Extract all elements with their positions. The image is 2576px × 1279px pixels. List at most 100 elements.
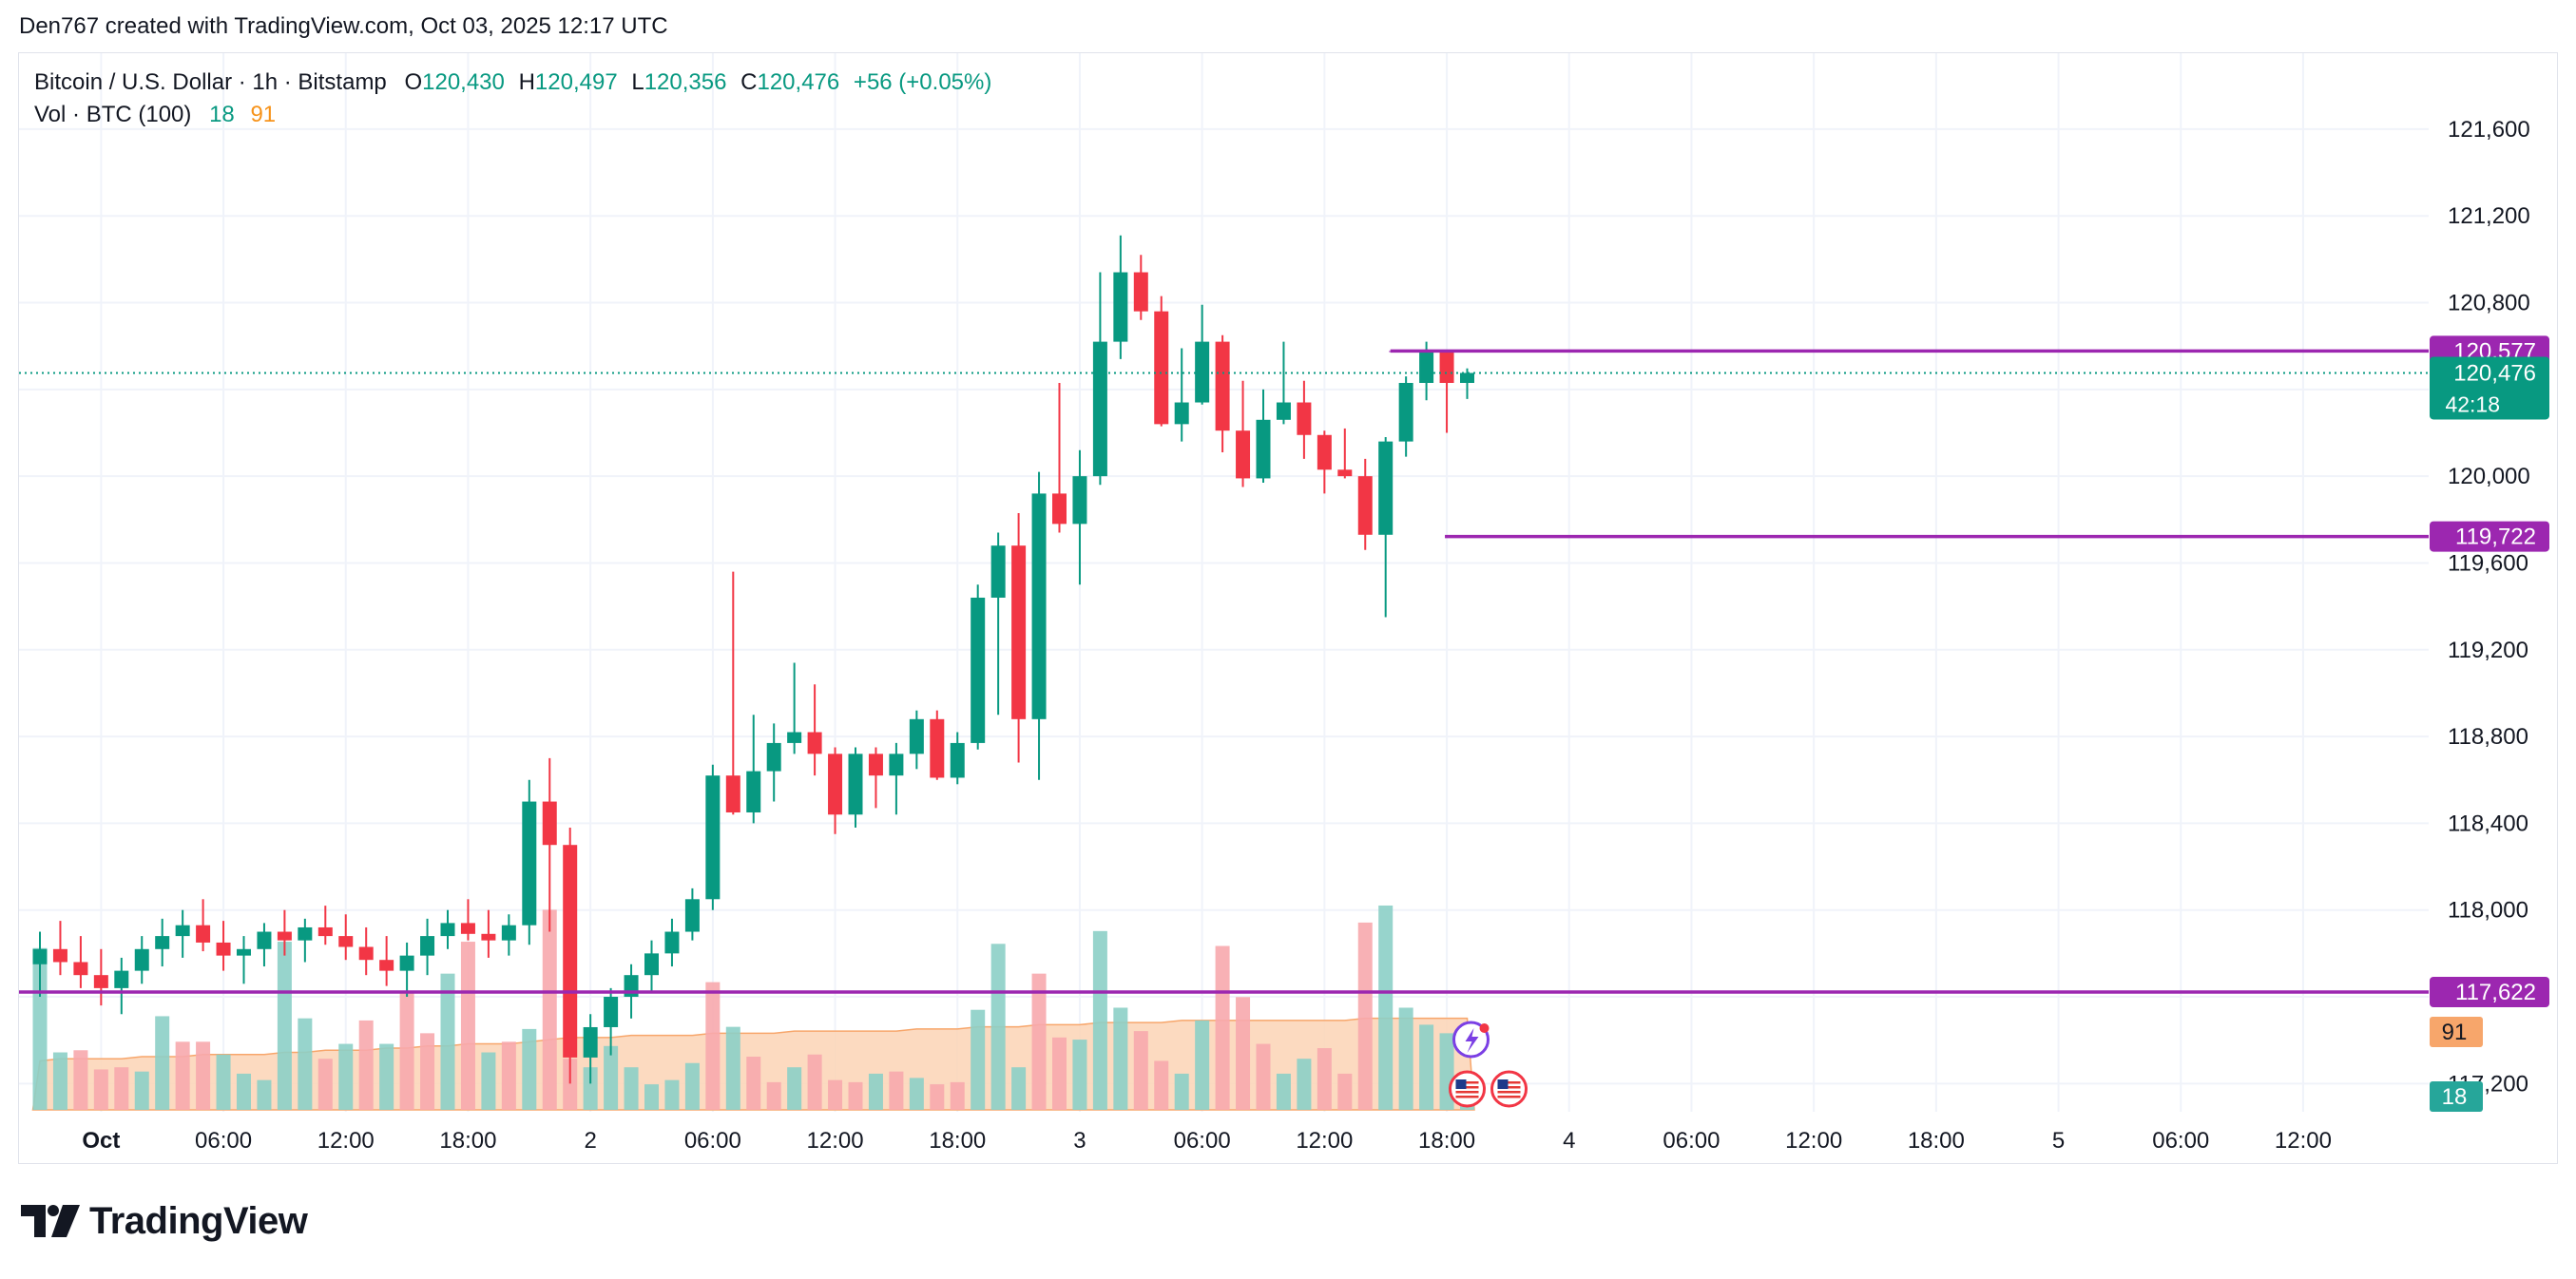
flag-canton bbox=[1455, 1079, 1467, 1089]
volume-badge-text: 18 bbox=[2442, 1084, 2468, 1110]
volume-bar bbox=[379, 1043, 394, 1110]
price-tick-label: 120,800 bbox=[2448, 291, 2530, 316]
candle-body bbox=[1195, 341, 1210, 403]
candle-body bbox=[664, 931, 680, 954]
volume-bar bbox=[604, 1045, 619, 1110]
time-tick-label: 18:00 bbox=[439, 1128, 496, 1154]
volume-bar bbox=[1072, 1040, 1087, 1110]
volume-bar bbox=[705, 982, 721, 1110]
volume-bar bbox=[216, 1054, 231, 1110]
volume-ma-badge-text: 91 bbox=[2442, 1020, 2468, 1045]
candle-body bbox=[237, 948, 251, 956]
volume-bar bbox=[624, 1067, 639, 1110]
candle-body bbox=[1133, 272, 1148, 312]
last-price-badge bbox=[2430, 356, 2549, 420]
volume-bar bbox=[1113, 1007, 1128, 1110]
price-tick-label: 118,000 bbox=[2448, 898, 2528, 924]
volume-bar bbox=[644, 1084, 659, 1110]
candle-body bbox=[583, 1026, 598, 1058]
candle-body bbox=[1031, 493, 1047, 719]
volume-bar bbox=[664, 1079, 680, 1110]
time-tick-label: 5 bbox=[2052, 1128, 2065, 1154]
candle-body bbox=[950, 742, 965, 778]
volume-title[interactable]: Vol · BTC (100) bbox=[34, 102, 192, 127]
candle-body bbox=[501, 925, 516, 941]
tradingview-logo-icon bbox=[21, 1205, 80, 1237]
us-flag-event-icon bbox=[1449, 1070, 1486, 1108]
candle-body bbox=[1276, 402, 1291, 420]
candles bbox=[32, 235, 1474, 1084]
close-label: C bbox=[740, 69, 758, 95]
time-tick-label: 2 bbox=[584, 1128, 596, 1154]
flash-bolt bbox=[1465, 1028, 1479, 1053]
volume-bar bbox=[1133, 1031, 1148, 1110]
volume-bar bbox=[1297, 1059, 1312, 1110]
volume-bar bbox=[583, 1067, 598, 1110]
candle-body bbox=[1215, 341, 1230, 431]
tradingview-wordmark: TradingView bbox=[89, 1199, 308, 1242]
candle-body bbox=[909, 718, 924, 754]
close-value: 120,476 bbox=[757, 69, 840, 95]
time-tick-label: Oct bbox=[82, 1128, 120, 1154]
volume-bar bbox=[1337, 1073, 1353, 1110]
candle-body bbox=[358, 946, 374, 961]
time-axis[interactable]: Oct 06:00 12:00 18:00 2 06:00 12:00 18:00 3 06:00… bbox=[82, 1128, 2332, 1154]
candle-body bbox=[399, 955, 414, 971]
candle-body bbox=[155, 936, 170, 949]
level-price-text: 119,722 bbox=[2455, 525, 2536, 550]
volume-bar bbox=[746, 1057, 761, 1110]
time-tick-label: 06:00 bbox=[1663, 1128, 1720, 1154]
candle-body bbox=[317, 926, 333, 937]
candle-body bbox=[930, 718, 945, 778]
candle-body bbox=[114, 970, 129, 988]
candle-body bbox=[684, 899, 700, 932]
change-value: +56 (+0.05%) bbox=[853, 69, 992, 95]
us-flag-event-icon bbox=[1490, 1070, 1528, 1108]
candle-body bbox=[766, 742, 781, 772]
price-tick-label: 119,200 bbox=[2448, 638, 2528, 663]
volume-bar bbox=[73, 1050, 88, 1110]
candle-body bbox=[1317, 434, 1332, 470]
candle-body bbox=[379, 960, 394, 971]
candle-body bbox=[604, 997, 619, 1027]
chart-pane[interactable]: 121,600121,200120,800120,400120,000119,6… bbox=[18, 52, 2558, 1164]
volume-bar bbox=[52, 1052, 67, 1110]
symbol-title[interactable]: Bitcoin / U.S. Dollar · 1h · Bitstamp bbox=[34, 69, 387, 95]
price-axis[interactable]: 121,600121,200120,800120,400120,000119,6… bbox=[2448, 117, 2530, 1097]
horizontal-levels[interactable] bbox=[19, 349, 2429, 994]
volume-bar bbox=[930, 1084, 945, 1110]
volume-bar bbox=[828, 1079, 843, 1110]
volume-bar bbox=[1419, 1024, 1434, 1110]
candle-body bbox=[1378, 441, 1394, 535]
candle-body bbox=[93, 975, 108, 988]
candle-body bbox=[257, 931, 272, 949]
volume-value-1: 18 bbox=[209, 102, 235, 127]
candle-body bbox=[175, 925, 190, 937]
flag-stripe bbox=[1497, 1086, 1521, 1089]
flag-stripe bbox=[1455, 1096, 1479, 1098]
time-tick-label: 18:00 bbox=[1908, 1128, 1965, 1154]
candle-body bbox=[1154, 311, 1169, 425]
candle-body bbox=[196, 925, 211, 943]
time-tick-label: 18:00 bbox=[929, 1128, 986, 1154]
volume-bar bbox=[317, 1059, 333, 1110]
candle-body bbox=[338, 936, 354, 947]
volume-bar bbox=[175, 1041, 190, 1110]
price-chart-svg[interactable]: 121,600121,200120,800120,400120,000119,6… bbox=[19, 53, 2559, 1165]
event-icons[interactable] bbox=[1449, 1021, 1528, 1108]
flash-event-icon bbox=[1452, 1021, 1490, 1059]
volume-bar bbox=[807, 1054, 822, 1110]
candle-body bbox=[1439, 353, 1454, 383]
candle-body bbox=[990, 545, 1006, 598]
candle-body bbox=[1357, 476, 1373, 535]
price-tick-label: 121,200 bbox=[2448, 203, 2530, 229]
candle-body bbox=[216, 942, 231, 956]
candle-body bbox=[1419, 353, 1434, 383]
candle-body bbox=[828, 754, 843, 815]
notification-dot bbox=[1479, 1023, 1490, 1033]
flag-stripe bbox=[1497, 1091, 1521, 1094]
candle-body bbox=[1052, 493, 1067, 525]
volume-bar bbox=[298, 1018, 313, 1110]
tradingview-logo[interactable]: TradingView bbox=[21, 1199, 308, 1243]
